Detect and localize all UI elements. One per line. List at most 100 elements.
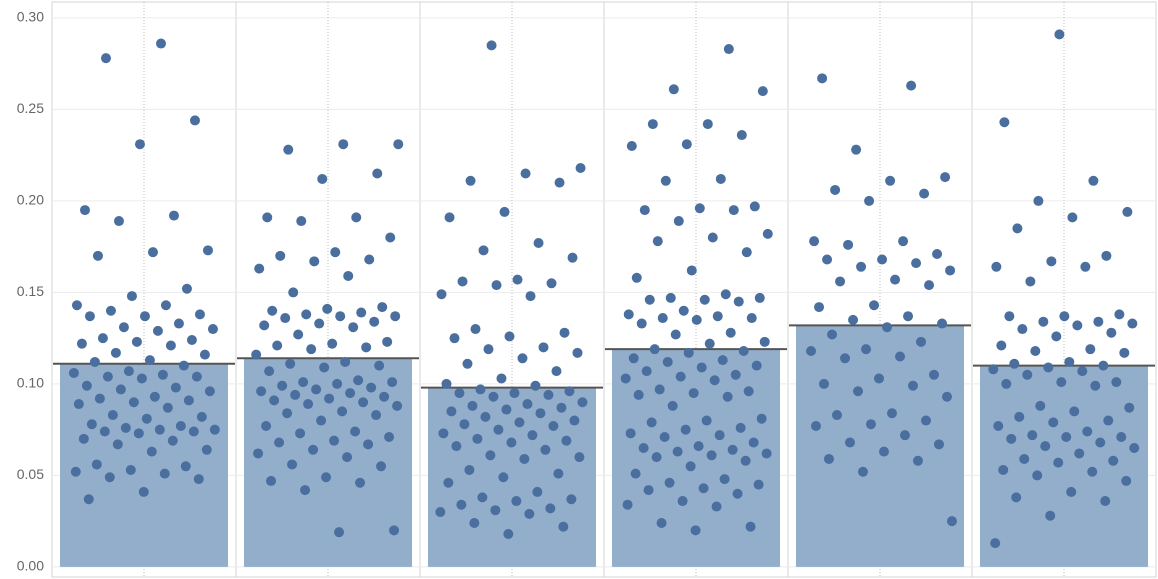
point (912, 455, 923, 466)
point (488, 391, 499, 402)
point (170, 382, 181, 393)
point (1006, 433, 1017, 444)
point (340, 356, 351, 367)
point (272, 340, 283, 351)
point (68, 367, 79, 378)
point (149, 391, 160, 402)
point (929, 369, 940, 380)
point (911, 258, 922, 269)
point (392, 400, 403, 411)
point (882, 322, 893, 333)
point (173, 318, 184, 329)
point (723, 44, 734, 55)
point (1067, 212, 1078, 223)
point (746, 313, 757, 324)
point (449, 333, 460, 344)
point (261, 421, 272, 432)
point (1043, 362, 1054, 373)
point (564, 386, 575, 397)
point (120, 422, 131, 433)
point (125, 464, 136, 475)
point (1072, 320, 1083, 331)
point (670, 329, 681, 340)
point (178, 360, 189, 371)
y-tick-label: 0.15 (17, 283, 44, 299)
point (1025, 276, 1036, 287)
point (188, 426, 199, 437)
point (322, 303, 333, 314)
point (131, 336, 142, 347)
point (338, 139, 349, 150)
point (332, 378, 343, 389)
point (470, 324, 481, 335)
point (472, 433, 483, 444)
point (680, 424, 691, 435)
point (831, 410, 842, 421)
point (266, 475, 277, 486)
point (683, 347, 694, 358)
point (254, 263, 265, 274)
point (903, 311, 914, 322)
point (209, 424, 220, 435)
point (874, 373, 885, 384)
point (878, 446, 889, 457)
point (819, 378, 830, 389)
point (191, 371, 202, 382)
point (118, 322, 129, 333)
point (856, 261, 867, 272)
point (251, 349, 262, 360)
point (699, 294, 710, 305)
point (1064, 356, 1075, 367)
point (369, 316, 380, 327)
point (1108, 455, 1119, 466)
point (545, 503, 556, 514)
point (469, 518, 480, 529)
point (924, 280, 935, 291)
point (259, 320, 270, 331)
point (754, 292, 765, 303)
point (157, 369, 168, 380)
point (1093, 316, 1104, 327)
point (626, 141, 637, 152)
point (1046, 256, 1057, 267)
point (572, 347, 583, 358)
point (446, 406, 457, 417)
point (337, 406, 348, 417)
point (335, 311, 346, 322)
point (932, 248, 943, 259)
point (743, 386, 754, 397)
point (104, 472, 115, 483)
point (749, 201, 760, 212)
point (1009, 358, 1020, 369)
point (711, 501, 722, 512)
point (546, 278, 557, 289)
point (390, 311, 401, 322)
point (574, 452, 585, 463)
point (1054, 29, 1065, 40)
point (317, 173, 328, 184)
point (512, 274, 523, 285)
point (835, 276, 846, 287)
point (324, 393, 335, 404)
point (256, 386, 267, 397)
point (165, 340, 176, 351)
point (356, 307, 367, 318)
point (1087, 466, 1098, 477)
point (651, 452, 662, 463)
point (733, 296, 744, 307)
point (1101, 250, 1112, 261)
point (741, 247, 752, 258)
point (277, 380, 288, 391)
point (282, 408, 293, 419)
point (112, 439, 123, 450)
point (1106, 327, 1117, 338)
point (186, 335, 197, 346)
point (620, 373, 631, 384)
point (1124, 402, 1135, 413)
point (719, 474, 730, 485)
point (280, 313, 291, 324)
point (851, 144, 862, 155)
point (183, 395, 194, 406)
point (443, 477, 454, 488)
point (498, 472, 509, 483)
